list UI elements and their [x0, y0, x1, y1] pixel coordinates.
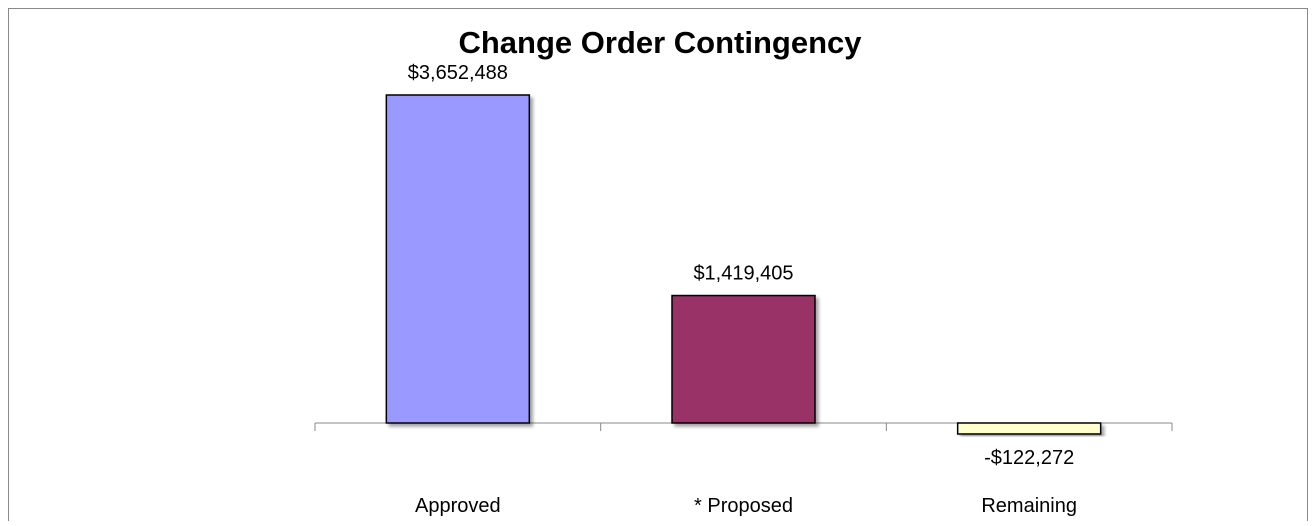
- data-label: -$122,272: [984, 447, 1074, 469]
- x-tick-label: * Proposed: [694, 495, 793, 517]
- x-tick-label: Approved: [415, 495, 501, 517]
- data-label: $1,419,405: [693, 263, 793, 285]
- bar: [956, 422, 1102, 435]
- bar: [671, 294, 816, 424]
- chart-frame: [8, 8, 1308, 526]
- chart-title: Change Order Contingency: [458, 25, 862, 60]
- bar: [385, 94, 531, 424]
- x-tick-label: Remaining: [981, 495, 1077, 517]
- data-label: $3,652,488: [408, 62, 508, 84]
